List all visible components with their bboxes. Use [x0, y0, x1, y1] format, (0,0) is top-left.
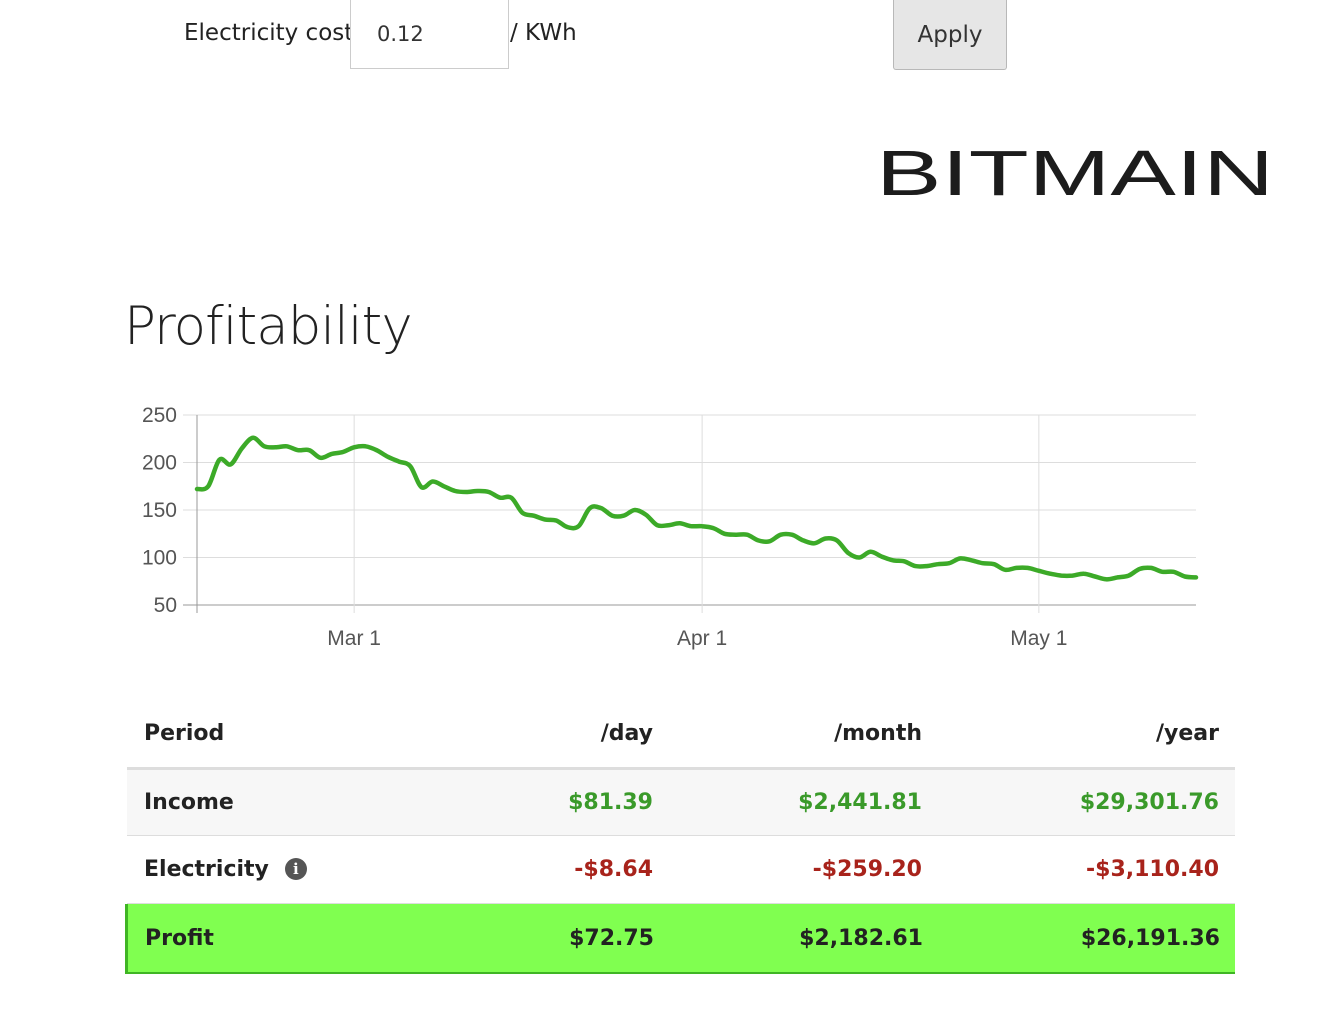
table-header-row: Period /day /month /year — [127, 700, 1235, 770]
bitmain-logo: BITMAIN — [876, 146, 1274, 198]
header-period: Period — [144, 721, 225, 746]
logo-text: BITMAIN — [876, 146, 1274, 198]
profit-label: Profit — [145, 925, 214, 951]
electricity-row: Electricity i -$8.64 -$259.20 -$3,110.40 — [127, 836, 1235, 904]
x-tick-label: Mar 1 — [327, 627, 381, 650]
income-label: Income — [144, 790, 234, 815]
cost-unit-label: / KWh — [510, 20, 577, 46]
x-axis-ticks: Mar 1 Apr 1 May 1 — [327, 627, 1067, 650]
info-icon[interactable]: i — [284, 858, 307, 880]
income-month: $2,441.81 — [798, 790, 922, 815]
profitability-chart: 50 100 150 200 250 Mar 1 Apr 1 May 1 — [142, 404, 1199, 650]
chart-series — [194, 435, 1199, 582]
profit-table: Period /day /month /year Income $81.39 $… — [125, 700, 1235, 974]
y-tick-label: 200 — [142, 452, 177, 475]
profit-month: $2,182.61 — [799, 925, 923, 951]
apply-button[interactable]: Apply — [893, 0, 1007, 70]
y-tick-label: 50 — [154, 594, 177, 617]
y-tick-label: 150 — [142, 499, 177, 522]
profit-series-line — [194, 435, 1199, 582]
electricity-cost-input[interactable]: 0.12 — [350, 0, 509, 69]
income-row: Income $81.39 $2,441.81 $29,301.76 — [127, 770, 1235, 836]
electricity-month: -$259.20 — [812, 857, 922, 882]
electricity-label-cell: Electricity i — [127, 857, 517, 882]
header-day: /day — [600, 721, 653, 746]
page-title: Profitability — [124, 296, 413, 357]
chart-grid — [183, 414, 1196, 613]
y-axis-ticks: 50 100 150 200 250 — [142, 404, 177, 617]
income-day: $81.39 — [568, 790, 653, 815]
header-year: /year — [1156, 721, 1219, 746]
electricity-day: -$8.64 — [574, 857, 653, 882]
electricity-year: -$3,110.40 — [1086, 857, 1219, 882]
header-month: /month — [834, 721, 922, 746]
x-tick-label: May 1 — [1010, 627, 1067, 650]
x-tick-label: Apr 1 — [677, 627, 727, 650]
profit-row: Profit $72.75 $2,182.61 $26,191.36 — [125, 904, 1235, 974]
y-tick-label: 250 — [142, 404, 177, 427]
income-year: $29,301.76 — [1079, 790, 1219, 815]
electricity-cost-label: Electricity cost — [184, 20, 354, 46]
y-tick-label: 100 — [142, 547, 177, 570]
profit-year: $26,191.36 — [1080, 925, 1220, 951]
profit-day: $72.75 — [569, 925, 654, 951]
electricity-label: Electricity — [144, 857, 269, 882]
